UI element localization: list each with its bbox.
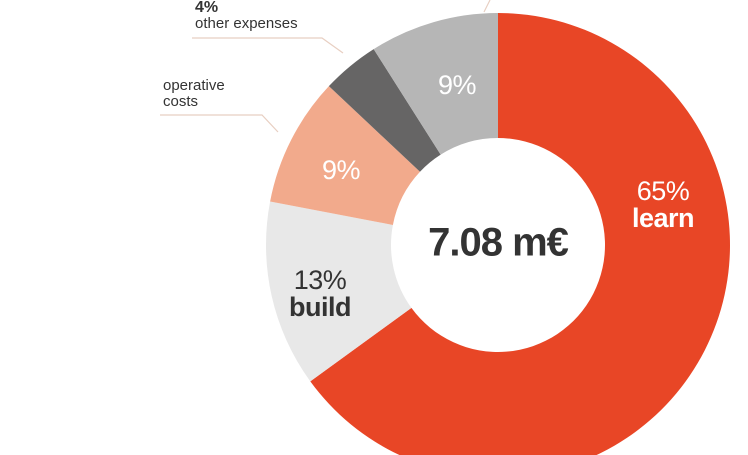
- donut-segment: [310, 13, 730, 455]
- value-label: 65%: [637, 176, 690, 206]
- category-label: build: [289, 292, 351, 322]
- donut-segment: [270, 86, 421, 225]
- center-label: 7.08 m€: [428, 221, 569, 265]
- name: other expenses: [195, 15, 298, 32]
- donut-segment: [265, 201, 412, 382]
- value-label: 9%: [322, 155, 361, 185]
- donut-segment: [328, 49, 441, 172]
- leader-lines: [160, 0, 491, 133]
- category-label: learn: [632, 203, 694, 233]
- donut-segment: [373, 13, 498, 155]
- value-label: 13%: [294, 265, 347, 295]
- label-operative-costs: operative costs: [163, 77, 225, 110]
- value-label: 9%: [438, 70, 477, 100]
- leader-line: [483, 0, 491, 13]
- label-other-expenses: 4% other expenses: [195, 0, 298, 32]
- percent: 4%: [195, 0, 219, 16]
- leader-line: [160, 114, 279, 133]
- leader-line: [192, 37, 344, 54]
